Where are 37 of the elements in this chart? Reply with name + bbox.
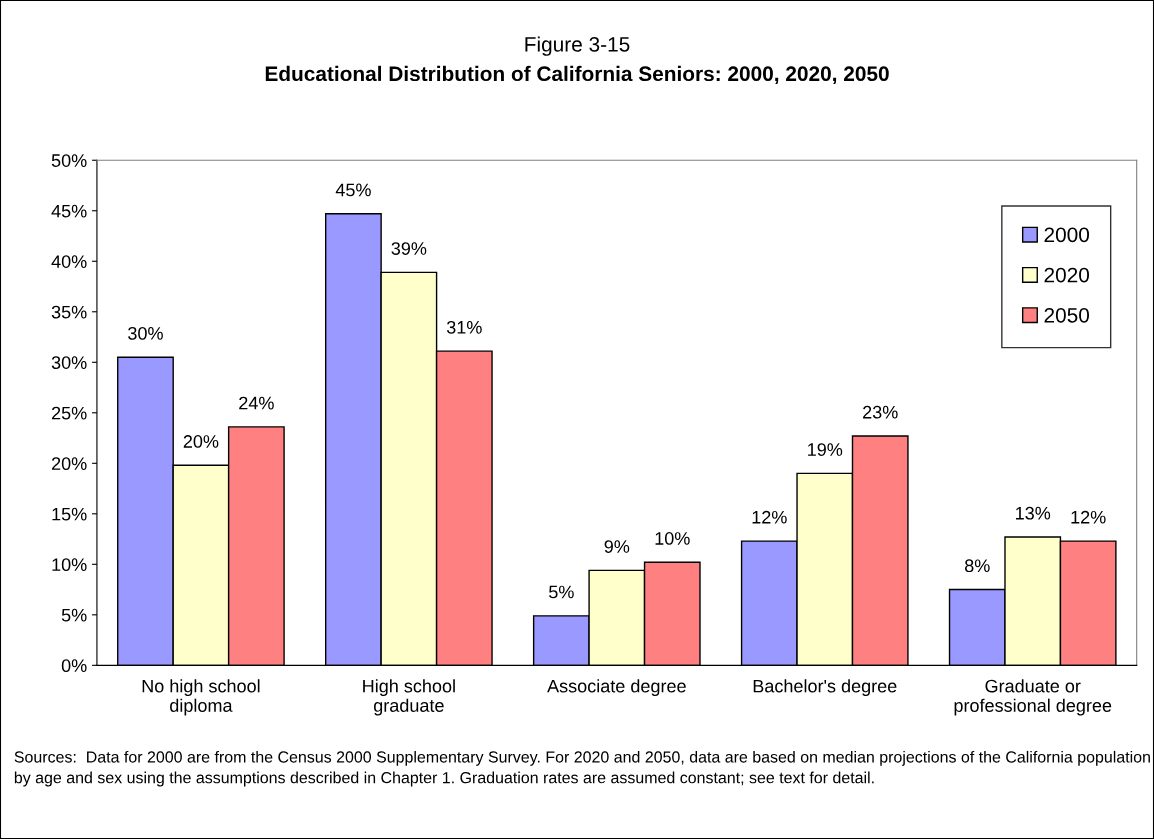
y-tick-label: 35% <box>51 305 87 319</box>
y-tick-label: 40% <box>51 255 87 268</box>
data-label: 12% <box>752 510 787 524</box>
source-note: Sources: Data for 2000 are from the Census 2000 Supplementary Survey. For 2020 and 2050, data are based on median projections of the California population by age and sex using the assumptions described in Chapter 1. Graduation rates are assumed constant; see text for detail. <box>14 750 1150 787</box>
data-label: 30% <box>128 326 163 340</box>
y-tick-label: 30% <box>51 356 87 369</box>
chart-subtitle: Educational Distribution of California Seniors: 2000, 2020, 2050 <box>265 65 889 85</box>
y-tick-label: 25% <box>51 406 87 420</box>
x-tick-label: Graduate or professional degree <box>954 679 1112 716</box>
x-tick-label: Associate degree <box>547 679 686 697</box>
y-tick-label: 5% <box>61 608 87 622</box>
y-tick-label: 50% <box>51 154 87 167</box>
y-tick-label: 0% <box>61 659 87 673</box>
data-label: 10% <box>655 532 690 545</box>
data-label: 31% <box>446 320 482 334</box>
data-label: 23% <box>863 405 898 419</box>
data-label: 8% <box>965 559 990 573</box>
x-tick-label: Bachelor's degree <box>753 679 897 697</box>
data-label: 45% <box>335 183 371 197</box>
y-tick-label: 45% <box>51 204 87 218</box>
data-label: 24% <box>239 396 274 410</box>
legend-label: 2020 <box>1044 267 1090 283</box>
y-tick-label: 10% <box>52 558 87 572</box>
data-label: 9% <box>604 540 630 553</box>
x-tick-label: No high school diploma <box>142 679 260 716</box>
data-label: 20% <box>183 435 219 448</box>
data-label: 12% <box>1071 510 1106 524</box>
data-label: 39% <box>391 242 427 255</box>
x-tick-label: High school graduate <box>363 679 455 716</box>
data-label: 19% <box>808 443 843 456</box>
data-label: 13% <box>1016 506 1051 520</box>
y-tick-label: 20% <box>51 457 87 471</box>
y-tick-label: 15% <box>52 507 87 521</box>
chart-title: Figure 3-15 <box>525 36 630 56</box>
legend-label: 2050 <box>1044 307 1090 323</box>
legend-label: 2000 <box>1044 227 1090 243</box>
data-label: 5% <box>549 585 574 599</box>
